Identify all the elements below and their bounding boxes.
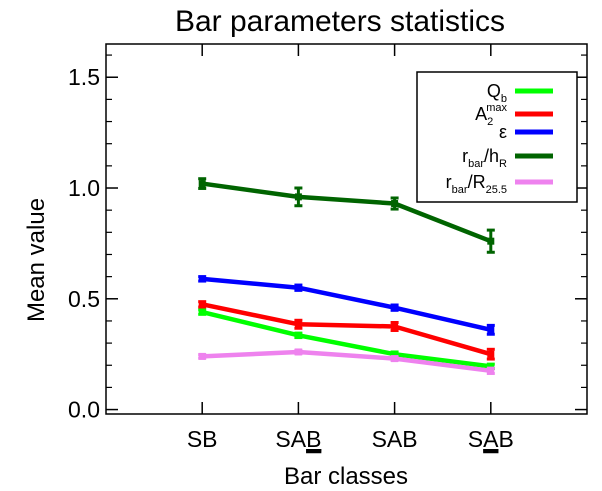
series-line — [201, 276, 492, 333]
series-rbarr255 — [198, 348, 495, 375]
data-series — [198, 177, 495, 375]
x-tick-label: SAB — [275, 426, 321, 452]
chart-title: Bar parameters statistics — [175, 5, 505, 38]
legend-entry-eps: ε — [499, 122, 553, 142]
legend-label-part: /h — [484, 146, 499, 166]
data-point — [294, 348, 302, 356]
y-tick-label: 0.0 — [68, 397, 100, 423]
y-axis: 0.0 0.5 1.0 1.5 — [68, 54, 587, 423]
data-point — [198, 352, 206, 360]
x-tick-label-underlined: B — [306, 426, 321, 452]
x-tick-label: SB — [187, 426, 218, 452]
legend-label-sub: b — [501, 93, 507, 105]
series-rbarhr — [198, 177, 495, 254]
legend-label-part: R — [499, 158, 507, 170]
legend-label-sub: 2 — [487, 116, 493, 128]
legend-label-part: bar — [452, 184, 468, 196]
data-point — [391, 350, 399, 358]
plot-frame — [105, 43, 588, 415]
legend-label-base: A — [475, 104, 487, 124]
x-axis-label: Bar classes — [284, 463, 408, 490]
legend-entry-rbarr255: rbar/R25.5 — [446, 172, 553, 196]
data-point — [391, 355, 399, 363]
data-point — [391, 322, 399, 330]
legend-label: A2 max — [475, 102, 507, 128]
legend-label-base: Q — [487, 81, 501, 101]
data-point — [198, 180, 206, 188]
legend-label: ε — [499, 122, 507, 142]
legend-label: rbar/R25.5 — [446, 172, 507, 196]
series-line — [201, 302, 492, 357]
data-point — [294, 331, 302, 339]
data-point — [198, 275, 206, 283]
legend-entry-a2max: A2 max — [475, 102, 553, 128]
data-point — [198, 308, 206, 316]
legend-label-part: r — [446, 172, 452, 192]
x-tick-label-main: S — [468, 426, 483, 452]
x-tick-label-underlined: A — [483, 426, 499, 452]
x-tick-label: SAB — [372, 426, 418, 452]
legend-entry-qb: Qb — [487, 81, 553, 105]
data-point — [487, 326, 495, 334]
legend-label-part: bar — [468, 158, 484, 170]
legend-label: Qb — [487, 81, 507, 105]
legend-label-part: r — [462, 146, 468, 166]
data-point — [391, 200, 399, 208]
series-a2max — [198, 300, 495, 361]
legend-label-base: ε — [499, 122, 507, 142]
data-point — [198, 300, 206, 308]
series-line — [202, 349, 492, 374]
x-tick-label: SAB — [468, 426, 514, 452]
data-point — [294, 193, 302, 201]
x-tick-label-main: SAB — [372, 426, 418, 452]
data-point — [487, 350, 495, 358]
series-line — [201, 309, 492, 369]
y-tick-label: 0.5 — [68, 286, 100, 312]
legend-entry-rbarhr: rbar/hR — [462, 146, 553, 170]
data-point — [487, 362, 495, 370]
x-tick-label-suffix: B — [498, 426, 513, 452]
legend-label-sup: max — [486, 102, 507, 114]
x-axis: SB SAB SAB SAB — [187, 44, 514, 454]
series-line — [201, 181, 492, 244]
y-tick-label: 1.5 — [68, 64, 100, 90]
data-point — [487, 367, 495, 375]
x-tick-label-main: SB — [187, 426, 218, 452]
data-point — [391, 304, 399, 312]
legend-label-part: /R — [468, 172, 486, 192]
y-tick-label: 1.0 — [68, 175, 100, 201]
legend-label: rbar/hR — [462, 146, 507, 170]
legend-label-part: 25.5 — [486, 184, 507, 196]
data-point — [294, 320, 302, 328]
x-tick-label-main: SA — [275, 426, 306, 452]
data-point — [294, 284, 302, 292]
series-eps — [198, 275, 495, 336]
data-point — [487, 237, 495, 245]
series-qb — [198, 308, 495, 371]
y-axis-label: Mean value — [23, 198, 50, 322]
